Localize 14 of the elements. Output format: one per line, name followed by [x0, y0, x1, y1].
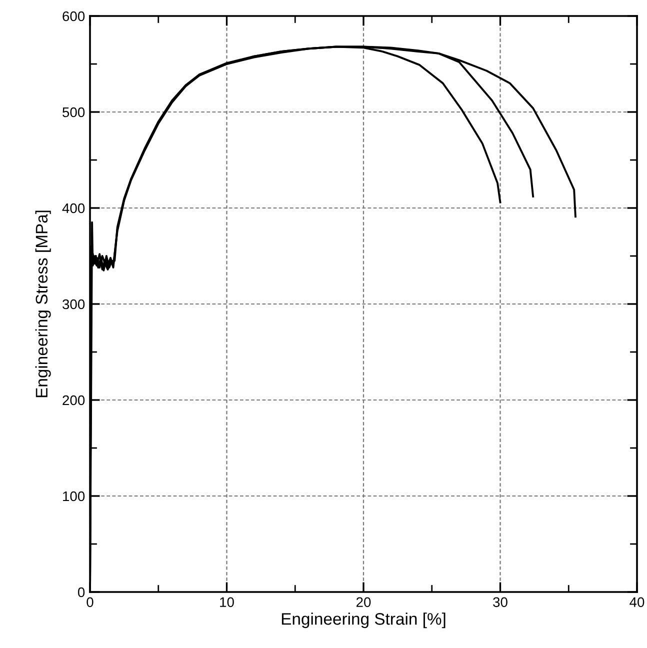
y-tick-label: 100	[63, 491, 85, 502]
y-tick-label: 200	[62, 395, 85, 406]
x-axis-title: Engineering Strain [%]	[282, 612, 446, 628]
y-tick-label: 500	[62, 107, 85, 118]
y-tick-label: 0	[78, 587, 85, 598]
x-tick-label: 10	[220, 597, 234, 608]
y-axis-title: Engineering Stress [MPa]	[35, 210, 51, 398]
y-tick-label: 300	[62, 299, 85, 310]
y-tick-label: 600	[62, 11, 85, 22]
x-tick-label: 0	[86, 597, 94, 608]
x-tick-label: 40	[630, 597, 644, 608]
x-tick-label: 30	[493, 597, 508, 608]
y-tick-label: 400	[62, 203, 85, 214]
x-tick-label: 20	[356, 597, 371, 608]
